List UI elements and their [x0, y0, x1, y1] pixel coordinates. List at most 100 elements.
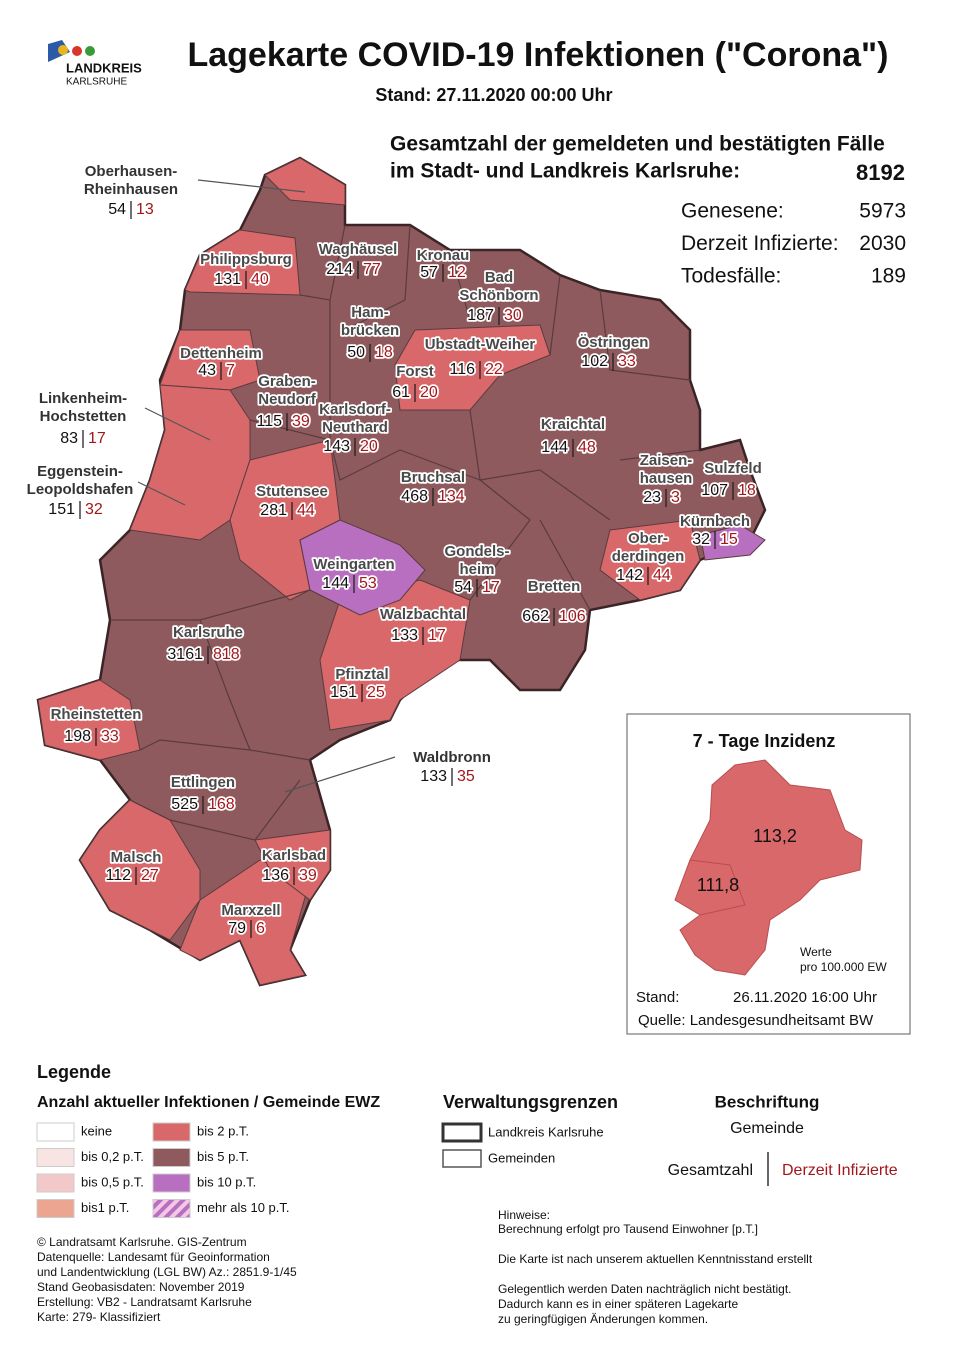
legend-label: keine: [81, 1123, 112, 1138]
total-cases: 102: [581, 353, 608, 370]
legend-swatch: [152, 1199, 191, 1218]
active-cases: 7: [226, 362, 235, 379]
region: [159, 329, 261, 391]
active-cases: 17: [428, 627, 446, 644]
total-cases: 214: [326, 261, 353, 278]
municipality-name: Forst: [396, 363, 434, 380]
total-cases: 143: [323, 438, 350, 455]
total-cases: 112: [105, 867, 131, 884]
labeling-active: Derzeit Infizierte: [782, 1162, 898, 1179]
logo-text: LANDKREIS: [66, 60, 142, 75]
legend-swatch: [36, 1173, 75, 1193]
legend-swatch: [152, 1122, 191, 1142]
municipality-name: Karlsruhe: [173, 624, 243, 641]
inset-value: 113,2: [753, 826, 797, 846]
municipality-name: Pfinztal: [335, 666, 388, 683]
leader-lines: [137, 179, 396, 793]
municipality-name: Neudorf: [258, 391, 317, 408]
note-line: Gelegentlich werden Daten nachträglich n…: [498, 1282, 792, 1296]
region: [79, 799, 201, 941]
municipality-name: Philippsburg: [200, 251, 292, 268]
inset-note: Werte: [800, 945, 832, 959]
inset-map: [674, 759, 863, 976]
total-cases: 131: [214, 271, 241, 288]
legend-title: Legende: [37, 1062, 111, 1082]
credits: © Landratsamt Karlsruhe. GIS-ZentrumDate…: [37, 1235, 297, 1324]
active-cases: 48: [578, 439, 596, 456]
active-cases: 44: [297, 502, 315, 519]
active-cases: 134: [438, 488, 465, 505]
municipality-name: Kraichtal: [541, 416, 605, 433]
labeling-name: Gemeinde: [730, 1120, 804, 1137]
labeling-total: Gesamtzahl: [668, 1162, 753, 1179]
legend-label: bis 0,2 p.T.: [81, 1149, 144, 1164]
credit-line: Erstellung: VB2 - Landratsamt Karlsruhe: [37, 1295, 252, 1309]
active-cases: 17: [482, 579, 500, 596]
total-cases: 32: [692, 531, 710, 548]
municipality-name: Karlsdorf-: [319, 401, 391, 418]
credit-line: Datenquelle: Landesamt für Geoinformatio…: [37, 1250, 270, 1264]
border-swatch: [441, 1122, 483, 1143]
municipality-name: Dettenheim: [180, 345, 262, 362]
summary-label: Genesene:: [681, 200, 784, 223]
note-line: zu geringfügigen Änderungen kommen.: [498, 1312, 708, 1326]
legend-swatch: [152, 1173, 191, 1193]
municipality-name: Waldbronn: [413, 749, 491, 766]
total-cases: 133: [391, 627, 418, 644]
legend-items: keine bis 0,2 p.T. bis 0,5 p.T. bis1 p.T. bi…: [36, 1122, 290, 1218]
region: [599, 519, 701, 601]
municipality-name: Weingarten: [313, 556, 394, 573]
total-cases: 151: [48, 501, 75, 518]
active-cases: 3: [671, 489, 680, 506]
legend-label: bis 2 p.T.: [197, 1123, 249, 1138]
active-cases: 818: [213, 646, 240, 663]
total-cases: 136: [262, 867, 289, 884]
active-cases: 13: [136, 201, 154, 218]
active-cases: 77: [363, 261, 381, 278]
active-cases: 12: [448, 264, 466, 281]
note-line: Berechnung erfolgt pro Tausend Einwohner…: [498, 1222, 758, 1236]
map-labels: Oberhausen-Rheinhausen 54 13 Philippsburg 13…: [27, 163, 764, 939]
active-cases: 30: [504, 307, 522, 324]
total-cases: 107: [701, 482, 728, 499]
borders-title: Verwaltungsgrenzen: [443, 1092, 618, 1112]
note-line: Die Karte ist nach unserem aktuellen Ken…: [498, 1252, 813, 1266]
region: [129, 384, 251, 541]
active-cases: 39: [292, 413, 310, 430]
summary-value: 189: [871, 265, 906, 288]
municipality-name: Oberhausen-: [85, 163, 178, 180]
municipality-name: Zaisen-: [640, 452, 693, 469]
municipality-name: Sulzfeld: [704, 460, 762, 477]
total-cases: 525: [171, 796, 198, 813]
total-cases: 198: [64, 728, 91, 745]
map: Oberhausen-Rheinhausen 54 13 Philippsburg 13…: [27, 156, 767, 987]
legend-swatch: [36, 1148, 75, 1167]
inset-value: 111,8: [697, 875, 739, 895]
municipality-name: Marxzell: [221, 902, 280, 919]
municipality-name: Bruchsal: [401, 469, 465, 486]
active-cases: 27: [141, 867, 159, 884]
active-cases: 53: [359, 575, 377, 592]
legend-label: mehr als 10 p.T.: [197, 1200, 290, 1215]
total-cases: 54: [454, 579, 472, 596]
inset-source: Quelle: Landesgesundheitsamt BW: [638, 1012, 874, 1029]
active-cases: 33: [101, 728, 119, 745]
active-cases: 18: [738, 482, 756, 499]
logo-text: KARLSRUHE: [66, 77, 127, 88]
municipality-name: Rheinstetten: [51, 706, 142, 723]
total-cases: 662: [522, 608, 549, 625]
inset-border: [689, 859, 746, 916]
region: [264, 157, 346, 206]
municipality-name: Östringen: [578, 334, 649, 351]
total-cases: 79: [228, 920, 246, 937]
municipality-name: hausen: [640, 470, 693, 487]
active-cases: 33: [618, 353, 636, 370]
municipality-name: Eggenstein-: [37, 463, 123, 480]
municipality-name: Leopoldshafen: [27, 481, 134, 498]
active-cases: 25: [367, 684, 385, 701]
summary-value: 5973: [859, 200, 906, 223]
total-cases: 142: [616, 567, 643, 584]
region: [299, 519, 426, 616]
legend-label: bis 5 p.T.: [197, 1149, 249, 1164]
inset-stand: Stand:: [636, 989, 679, 1006]
